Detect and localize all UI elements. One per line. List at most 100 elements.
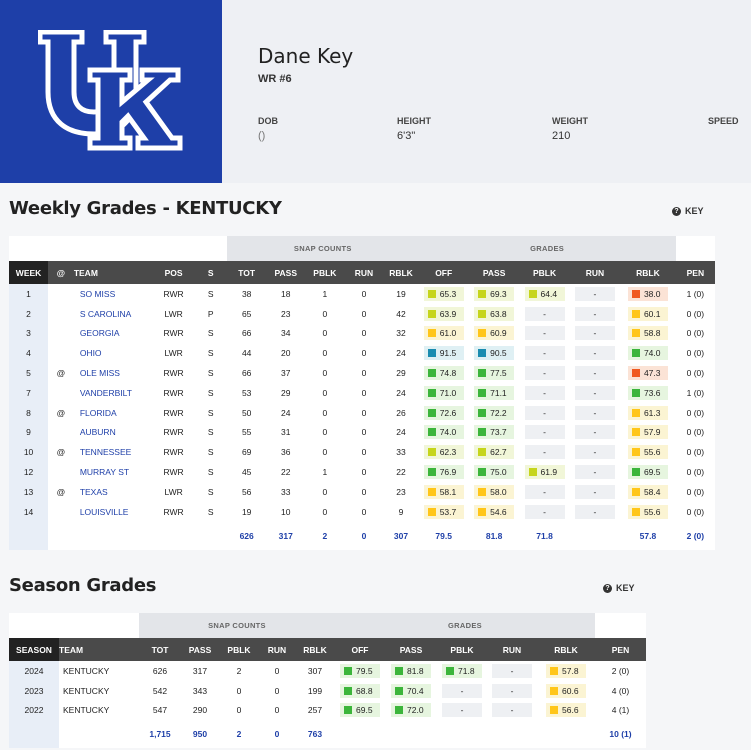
pass-grade-cell: 90.5 — [469, 343, 519, 363]
col-header-run-13[interactable]: RUN — [569, 261, 621, 284]
opponent-link[interactable]: GEORGIA — [79, 328, 120, 339]
pos-cell: RWR — [163, 407, 184, 418]
col-header-pass-3[interactable]: PASS — [181, 638, 219, 661]
col-header-tot-2[interactable]: TOT — [139, 638, 181, 661]
weekly-key-link[interactable]: ? KEY — [672, 206, 704, 216]
col-header-pblk-9[interactable]: PBLK — [437, 638, 487, 661]
col-header-pblk-4[interactable]: PBLK — [219, 638, 259, 661]
grade-value: 72.2 — [490, 407, 507, 418]
col-header-rblk-6[interactable]: RBLK — [295, 638, 335, 661]
run-grade-cell: - — [570, 423, 620, 443]
grade-color-indicator — [631, 468, 640, 477]
grade-color-indicator — [427, 329, 436, 338]
col-header-pass-6[interactable]: PASS — [266, 261, 306, 284]
grade-value: 55.6 — [643, 506, 661, 517]
run-cell: 0 — [361, 348, 367, 359]
tot-cell: 38 — [241, 288, 252, 299]
col-header-team-2[interactable]: TEAM — [73, 261, 154, 284]
grade-badge: 55.6 — [627, 445, 668, 460]
col-header-off-10[interactable]: OFF — [418, 261, 469, 284]
opponent-link[interactable]: MURRAY ST — [79, 467, 130, 478]
grade-badge: - — [524, 366, 565, 381]
pass-grade-cell: 69.3 — [469, 284, 519, 304]
rblk-grade-cell: 73.6 — [620, 383, 676, 403]
pblk-cell: 0 — [236, 705, 242, 716]
grade-color-indicator — [427, 448, 436, 457]
grade-value: - — [543, 447, 546, 458]
pass-cell: 23 — [281, 308, 291, 319]
run-cell: 0 — [361, 328, 367, 339]
col-header-s-4[interactable]: S — [194, 261, 228, 284]
grades-group: GRADES — [418, 236, 676, 261]
opponent-link[interactable]: S CAROLINA — [79, 308, 132, 319]
week-cell: 4 — [9, 343, 49, 364]
grade-value: - — [593, 308, 597, 319]
rblk-cell: 257 — [307, 705, 323, 716]
opponent-link[interactable]: VANDERBILT — [79, 387, 132, 398]
col-header-pen-12[interactable]: PEN — [595, 638, 646, 661]
opponent-link[interactable]: AUBURN — [79, 427, 116, 438]
pos-cell: RWR — [163, 387, 184, 398]
col-header-rblk-11[interactable]: RBLK — [537, 638, 595, 661]
away-cell: @ — [56, 407, 66, 418]
grade-badge: - — [574, 366, 615, 381]
col-header-run-5[interactable]: RUN — [259, 638, 295, 661]
grade-value: - — [543, 387, 546, 398]
col-header-off-7[interactable]: OFF — [335, 638, 385, 661]
grade-value: - — [593, 467, 597, 478]
col-header-pblk-7[interactable]: PBLK — [305, 261, 345, 284]
grade-badge: 64.4 — [524, 286, 565, 301]
tot-cell: 53 — [241, 387, 252, 398]
tot-cell: 542 — [152, 685, 168, 696]
grade-badge: 90.5 — [474, 346, 515, 361]
grade-value: - — [510, 665, 514, 676]
opponent-link[interactable]: FLORIDA — [79, 407, 117, 418]
col-header-team-1[interactable]: TEAM — [59, 638, 139, 661]
run-grade-cell: - — [487, 701, 537, 721]
away-cell: @ — [56, 447, 66, 458]
opponent-link[interactable]: SO MISS — [79, 288, 116, 299]
col-header-run-10[interactable]: RUN — [487, 638, 537, 661]
totals-spacer — [59, 720, 139, 748]
season-key-link[interactable]: ? KEY — [603, 583, 635, 593]
grade-badge: 57.9 — [627, 425, 668, 440]
col-header-week-0[interactable]: WEEK — [9, 261, 49, 284]
pass-grade-cell: 60.9 — [469, 324, 519, 344]
opponent-link[interactable]: OHIO — [79, 348, 102, 359]
grade-badge: 55.6 — [627, 504, 668, 519]
col-header-pos-3[interactable]: POS — [153, 261, 195, 284]
col-header-rblk-14[interactable]: RBLK — [620, 261, 676, 284]
pass-cell: 34 — [281, 328, 291, 339]
rblk-grade-cell: 57.8 — [537, 661, 595, 681]
pen-cell: 0 (0) — [686, 368, 705, 379]
run-grade-cell: - — [570, 284, 620, 304]
col-header-at-1[interactable]: @ — [48, 261, 74, 284]
col-header-season-0[interactable]: SEASON — [9, 638, 59, 661]
col-header-pen-15[interactable]: PEN — [675, 261, 715, 284]
col-header-run-8[interactable]: RUN — [344, 261, 384, 284]
off-grade-cell: 69.5 — [335, 701, 385, 721]
pen-cell: 1 (0) — [686, 387, 705, 398]
grade-badge: 60.1 — [627, 306, 668, 321]
table-row: 10 @ TENNESSEE RWR S 69 36 0 0 33 62.3 62.7 - - 55.6 0 … — [9, 442, 715, 463]
col-header-pass-8[interactable]: PASS — [385, 638, 437, 661]
grade-badge: 56.6 — [546, 703, 586, 718]
grades-group: GRADES — [335, 613, 595, 638]
opponent-link[interactable]: OLE MISS — [79, 368, 120, 379]
grade-color-indicator — [427, 408, 436, 417]
rblk-cell: 42 — [396, 308, 406, 319]
col-header-pblk-12[interactable]: PBLK — [519, 261, 570, 284]
grade-color-indicator — [631, 408, 640, 417]
off-grade-cell: 53.7 — [418, 502, 468, 522]
grade-color-indicator — [427, 388, 436, 397]
col-header-rblk-9[interactable]: RBLK — [383, 261, 419, 284]
grade-color-indicator — [478, 468, 487, 477]
grade-color-indicator — [427, 428, 436, 437]
col-header-tot-5[interactable]: TOT — [227, 261, 267, 284]
season-cell: 2022 — [9, 700, 59, 721]
grade-badge: - — [492, 683, 532, 698]
opponent-link[interactable]: TEXAS — [79, 486, 108, 497]
opponent-link[interactable]: LOUISVILLE — [79, 506, 129, 517]
opponent-link[interactable]: TENNESSEE — [79, 447, 132, 458]
col-header-pass-11[interactable]: PASS — [468, 261, 520, 284]
